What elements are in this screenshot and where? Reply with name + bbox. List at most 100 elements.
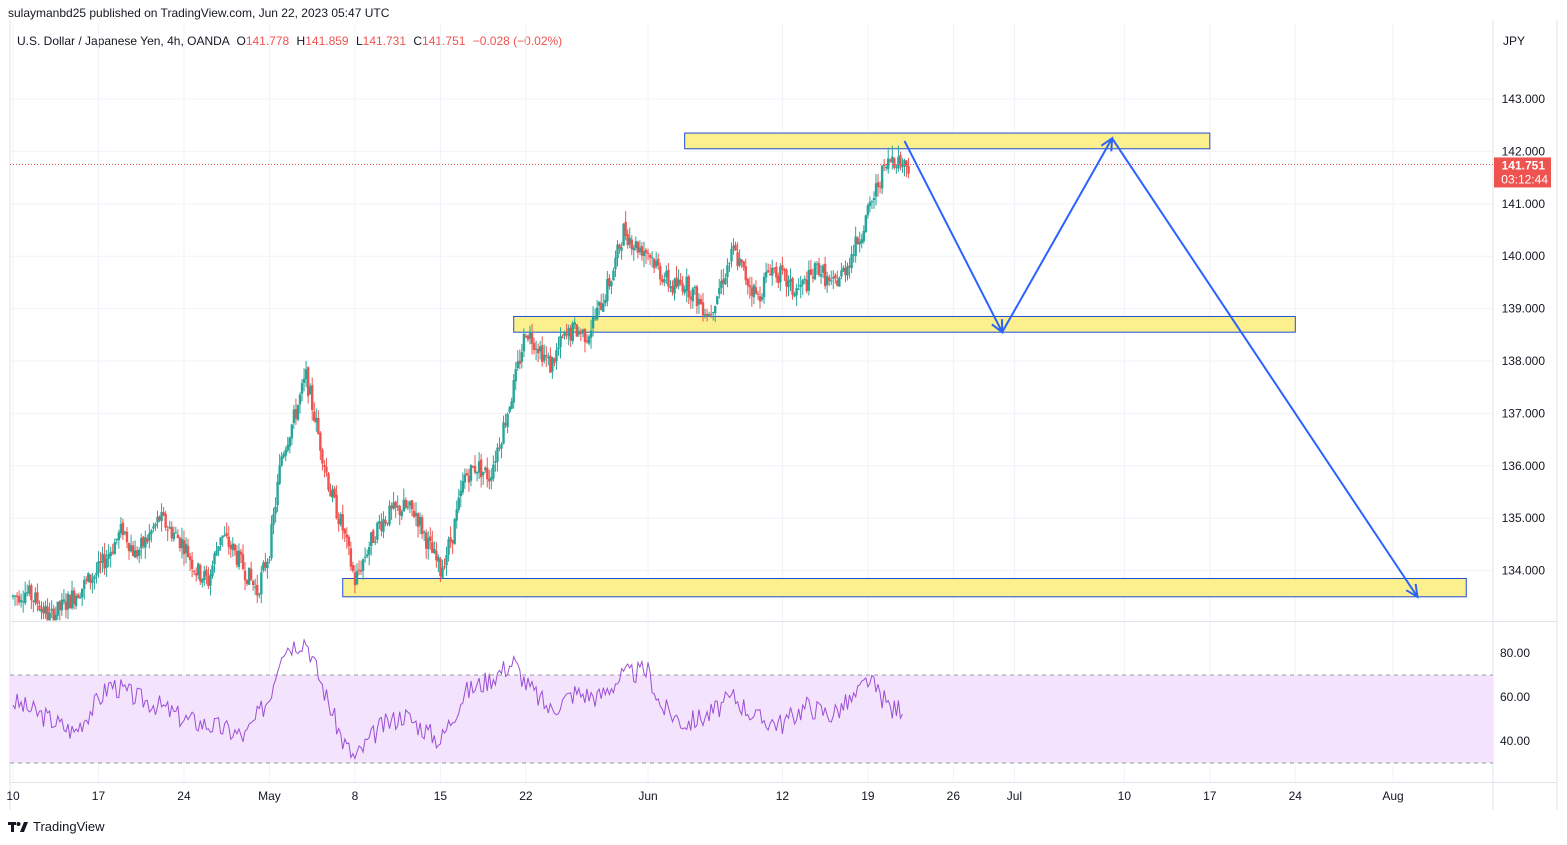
candle-down: [541, 345, 544, 362]
time-tick-label: May: [258, 789, 281, 803]
candle-up: [209, 574, 212, 586]
candle-up: [555, 350, 558, 362]
candle-down: [170, 526, 173, 539]
candle-up: [172, 533, 175, 540]
time-axis[interactable]: 10 17 24 May 8 15 22 Jun 12 19 26 Jul 10 17 24 Aug: [6, 789, 1403, 803]
projection-arrows[interactable]: [903, 136, 1419, 599]
price-zones[interactable]: [342, 132, 1467, 598]
candle-up: [591, 316, 595, 329]
candle-down: [667, 269, 670, 287]
candle-up: [97, 561, 100, 573]
candle-down: [178, 537, 182, 549]
candle-down: [709, 313, 713, 315]
candle-up: [107, 554, 110, 559]
candle-down: [353, 572, 357, 586]
candle-up: [567, 328, 570, 337]
candle-down: [435, 551, 438, 561]
candle-down: [856, 237, 859, 245]
candle-down: [190, 559, 194, 569]
time-tick-label: 24: [177, 789, 191, 803]
time-tick-label: Jul: [1007, 789, 1022, 803]
candle-down: [882, 164, 886, 166]
candle-down: [227, 536, 230, 547]
candle-down: [773, 267, 776, 269]
candle-down: [131, 545, 135, 557]
candle-up: [707, 314, 711, 317]
candle-down: [15, 595, 19, 597]
symbol-title[interactable]: U.S. Dollar / Japanese Yen, 4h, OANDA: [17, 34, 230, 48]
price-axis[interactable]: 134.000 135.000 136.000 137.000 138.000 139.0…: [1494, 92, 1551, 578]
candle-down: [536, 348, 540, 354]
candle-up: [557, 347, 560, 350]
candle-up: [677, 279, 680, 287]
candle-up: [290, 424, 294, 439]
rsi-tick-label: 60.00: [1500, 690, 1530, 704]
candle-down: [111, 551, 114, 554]
candle-down: [756, 293, 760, 295]
projection-segment: [903, 140, 1004, 333]
candle-up: [361, 559, 365, 571]
candle-down: [467, 475, 471, 483]
candle-up: [610, 281, 613, 287]
candle-up: [673, 279, 676, 294]
candle-down: [199, 565, 202, 582]
candle-down: [701, 302, 705, 316]
candle-down: [306, 367, 310, 397]
candle-up: [842, 267, 845, 272]
candle-down: [768, 273, 772, 276]
candle-up: [78, 597, 82, 599]
candle-down: [380, 521, 383, 531]
candle-down: [640, 246, 644, 256]
candle-down: [699, 299, 703, 305]
candle-up: [803, 278, 806, 281]
candle-up: [512, 380, 515, 403]
candle-up: [724, 278, 727, 285]
candle-up: [374, 541, 377, 543]
candle-down: [657, 258, 660, 266]
candle-up: [718, 288, 721, 295]
candle-down: [229, 545, 232, 549]
candle-up: [93, 576, 96, 580]
candle-up: [137, 549, 141, 556]
time-tick-label: 19: [861, 789, 875, 803]
candle-up: [779, 266, 782, 283]
candle-down: [608, 278, 611, 287]
candle-up: [54, 614, 57, 621]
candle-down: [809, 269, 813, 275]
candle-down: [618, 244, 621, 249]
time-tick-label: 8: [352, 789, 359, 803]
candle-up: [378, 521, 381, 524]
candle-down: [705, 313, 709, 316]
candle-down: [343, 529, 346, 534]
price-tick-label: 140.000: [1502, 249, 1546, 263]
candle-up: [593, 317, 597, 319]
candle-up: [427, 538, 430, 549]
candle-down: [827, 277, 831, 282]
time-tick-label: 22: [519, 789, 533, 803]
candle-up: [115, 538, 119, 541]
tradingview-logo[interactable]: TradingView: [8, 819, 105, 834]
candle-up: [602, 303, 605, 312]
candle-down: [243, 570, 247, 581]
candle-down: [583, 328, 587, 343]
candle-down: [327, 473, 330, 490]
current-price-value: 141.751: [1502, 158, 1546, 172]
high-label: H: [296, 34, 306, 48]
candle-down: [744, 266, 747, 281]
projection-segment: [1111, 137, 1419, 598]
candle-down: [158, 516, 161, 521]
candle-down: [176, 534, 180, 539]
candle-down: [398, 505, 401, 515]
candle-up: [697, 298, 701, 305]
candle-down: [758, 295, 762, 302]
candle-down: [652, 259, 656, 269]
candle-up: [854, 236, 857, 257]
candle-up: [298, 394, 302, 405]
rsi-tick-label: 40.00: [1500, 734, 1530, 748]
candle-up: [50, 608, 53, 611]
candle-up: [453, 519, 456, 545]
candle-up: [463, 474, 467, 483]
candle-up: [70, 590, 74, 609]
candle-down: [76, 594, 80, 599]
